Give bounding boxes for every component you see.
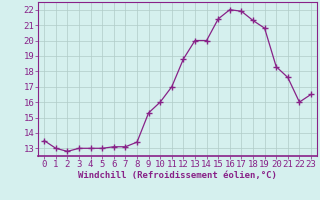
X-axis label: Windchill (Refroidissement éolien,°C): Windchill (Refroidissement éolien,°C) [78, 171, 277, 180]
